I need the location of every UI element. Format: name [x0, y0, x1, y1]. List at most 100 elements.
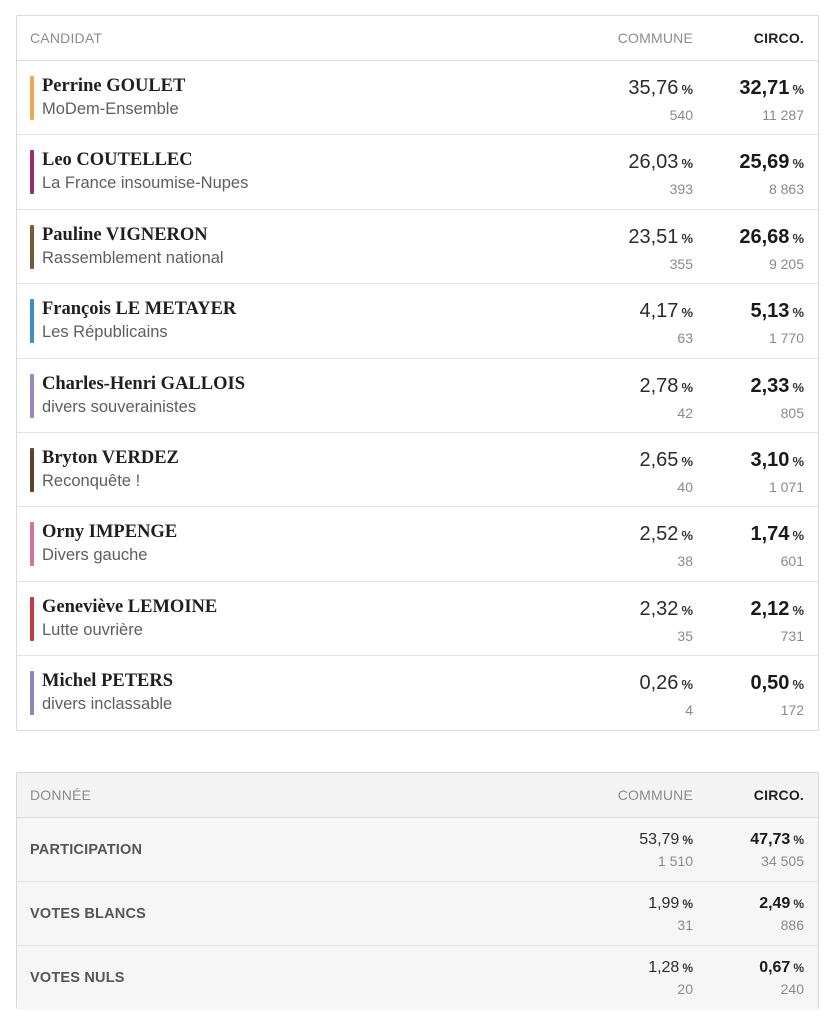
circo-percentage-value: 25,69: [739, 151, 790, 174]
commune-vote-count: 35: [677, 627, 693, 644]
commune-percentage-value: 1,99: [648, 894, 680, 912]
candidate-party: Lutte ouvrière: [42, 620, 143, 639]
commune-data-cell: 53,79% 1 510: [583, 829, 693, 871]
commune-percentage-value: 2,78: [639, 374, 679, 397]
circo-vote-count: 601: [780, 553, 804, 570]
party-color-bar: [30, 150, 34, 195]
commune-percentage-value: 2,52: [639, 523, 679, 546]
party-color-bar: [30, 671, 34, 716]
percent-sign: %: [681, 602, 693, 618]
turnout-data-table: DONNÉE COMMUNE CIRCO. PARTICIPATION 53,79…: [16, 772, 819, 1010]
candidate-row: Geneviève LEMOINE Lutte ouvrière 2,32% 35 2,…: [17, 582, 818, 657]
candidate-name: Perrine GOULET: [42, 76, 186, 96]
candidate-party: divers souverainistes: [42, 397, 197, 416]
commune-percentage-value: 0,26: [639, 672, 679, 695]
commune-percentage: 23,51%: [583, 224, 693, 252]
candidate-party: La France insoumise-Nupes: [42, 174, 249, 193]
commune-percentage-value: 2,32: [639, 597, 679, 620]
commune-result-cell: 23,51% 355: [583, 210, 693, 283]
header-circo: CIRCO.: [753, 787, 804, 803]
candidate-party: divers inclassable: [42, 695, 173, 714]
candidate-name: Leo COUTELLEC: [42, 150, 193, 171]
data-row: VOTES BLANCS 1,99% 31 2,49% 886: [17, 882, 818, 946]
circo-percentage-value: 26,68: [739, 225, 790, 248]
candidate-name: Pauline VIGNERON: [42, 224, 208, 245]
candidate-row: Charles-Henri GALLOIS divers souverainist…: [17, 359, 818, 433]
commune-vote-count: 40: [677, 478, 693, 495]
candidate-info: Bryton VERDEZ Reconquête !: [17, 433, 583, 506]
candidate-party: Les Républicains: [42, 323, 168, 342]
commune-result-cell: 4,17% 63: [583, 284, 694, 357]
candidate-party: Rassemblement national: [42, 248, 224, 267]
commune-result-cell: 2,32% 35: [583, 582, 694, 655]
candidate-party: Reconquête !: [42, 471, 141, 490]
header-candidat: CANDIDAT: [30, 30, 103, 46]
percent-sign: %: [792, 602, 804, 618]
header-commune: COMMUNE: [617, 787, 693, 803]
circo-count: 886: [780, 916, 804, 933]
candidates-table-header: CANDIDAT COMMUNE CIRCO.: [17, 16, 818, 61]
commune-data-cell: 1,99% 31: [583, 893, 693, 935]
circo-percentage: 5,13%: [693, 298, 805, 326]
candidate-name: Charles-Henri GALLOIS: [42, 373, 245, 394]
commune-vote-count: 4: [685, 702, 693, 719]
circo-percentage-value: 0,67: [759, 959, 791, 976]
data-label: VOTES NULS: [30, 970, 125, 986]
candidate-row: Orny IMPENGE Divers gauche 2,52% 38 1,74% 601: [17, 507, 818, 582]
percent-sign: %: [681, 453, 693, 469]
circo-data-cell: 47,73% 34 505: [693, 829, 818, 871]
circo-result-cell: 32,71% 11 287: [693, 61, 818, 134]
candidates-rows: Perrine GOULET MoDem-Ensemble 35,76% 540 32,…: [17, 61, 818, 731]
commune-percentage: 2,32%: [583, 596, 694, 624]
circo-result-cell: 26,68% 9 205: [693, 210, 818, 283]
circo-vote-count: 731: [780, 627, 804, 644]
commune-result-cell: 2,78% 42: [583, 359, 694, 432]
circo-vote-count: 9 205: [768, 255, 804, 272]
percent-sign: %: [792, 156, 804, 172]
commune-percentage-value: 4,17: [639, 300, 679, 323]
percent-sign: %: [681, 230, 693, 246]
circo-percentage: 1,74%: [693, 521, 805, 549]
percent-sign: %: [792, 528, 804, 544]
commune-vote-count: 540: [669, 107, 693, 123]
data-rows: PARTICIPATION 53,79% 1 510 47,73% 34 505 VOTE…: [17, 818, 818, 1010]
circo-percentage: 25,69%: [693, 149, 804, 177]
percent-sign: %: [681, 677, 693, 693]
circo-percentage-value: 47,73: [750, 830, 791, 848]
header-circo: CIRCO.: [753, 30, 804, 46]
commune-percentage: 35,76%: [583, 75, 693, 103]
percent-sign: %: [681, 305, 693, 321]
commune-percentage-value: 26,03: [628, 151, 679, 174]
candidate-info: François LE METAYER Les Républicains: [17, 284, 583, 357]
circo-percentage-value: 1,74: [750, 523, 790, 546]
circo-percentage: 2,33%: [693, 373, 805, 401]
circo-result-cell: 2,12% 731: [693, 582, 818, 655]
candidate-row: Michel PETERS divers inclassable 0,26% 4 0,5…: [17, 656, 818, 730]
candidate-name: Orny IMPENGE: [42, 522, 178, 543]
circo-result-cell: 2,33% 805: [693, 359, 818, 432]
party-color-bar: [30, 447, 34, 492]
data-label: VOTES BLANCS: [30, 905, 146, 922]
candidate-row: Pauline VIGNERON Rassemblement national 23…: [17, 210, 818, 285]
circo-percentage: 0,67%: [693, 957, 804, 979]
percent-sign: %: [681, 528, 693, 544]
commune-percentage: 1,28%: [583, 957, 693, 979]
commune-count: 31: [677, 916, 693, 933]
candidate-info: Charles-Henri GALLOIS divers souverainist…: [17, 359, 583, 432]
commune-percentage-value: 23,51: [628, 225, 679, 248]
data-row: VOTES NULS 1,28% 20 0,67% 240: [17, 946, 818, 1010]
circo-result-cell: 25,69% 8 863: [693, 135, 818, 208]
candidate-info: Geneviève LEMOINE Lutte ouvrière: [17, 582, 583, 655]
candidate-name: Michel PETERS: [42, 671, 174, 692]
commune-vote-count: 38: [677, 553, 693, 570]
circo-percentage: 2,12%: [693, 596, 805, 624]
percent-sign: %: [793, 896, 804, 911]
candidate-party: MoDem-Ensemble: [42, 100, 179, 118]
commune-percentage-value: 53,79: [639, 830, 680, 848]
circo-percentage: 47,73%: [693, 829, 804, 851]
percent-sign: %: [792, 677, 804, 693]
circo-count: 240: [780, 981, 804, 997]
party-color-bar: [30, 373, 34, 418]
percent-sign: %: [792, 82, 804, 97]
commune-data-cell: 1,28% 20: [583, 957, 693, 999]
